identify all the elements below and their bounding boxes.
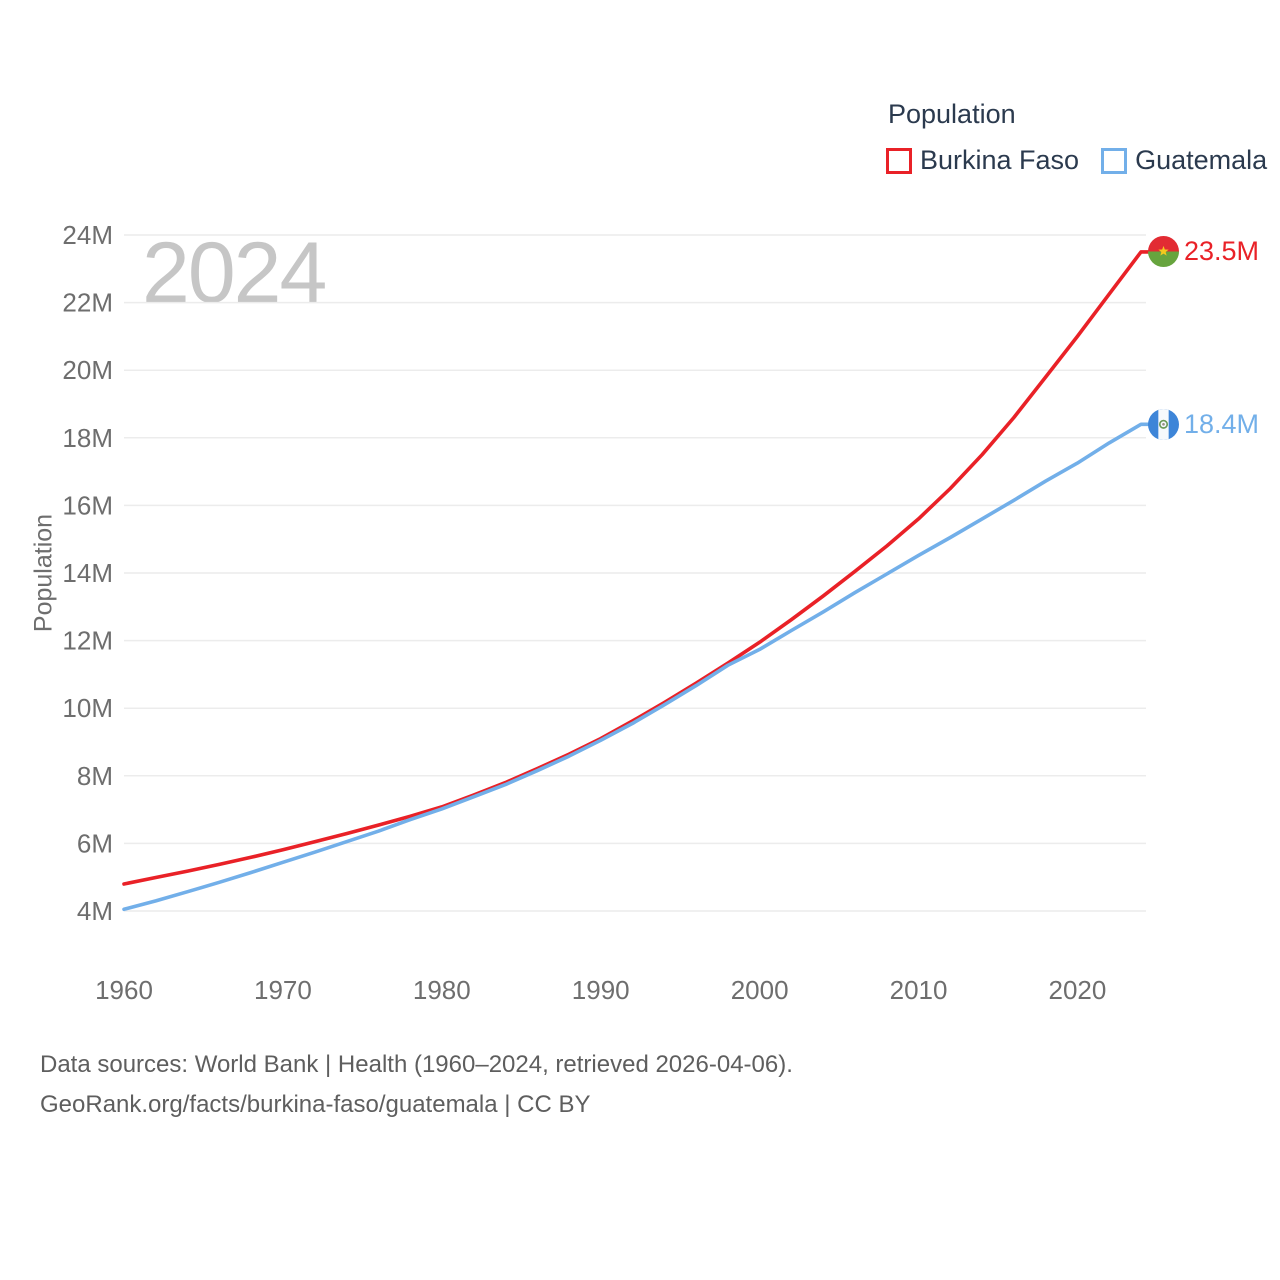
series-end-value-burkina-faso: 23.5M	[1184, 236, 1260, 267]
plot-area: 4M 6M 8M 10M 12M 14M 16M 18M 20M 22M 24M 1960 1970 19…	[62, 220, 1155, 1005]
y-tick-label: 10M	[62, 693, 113, 723]
y-tick-label: 16M	[62, 490, 113, 520]
x-tick-label: 1960	[95, 975, 153, 1005]
series-line-burkina-faso	[122, 250, 1155, 886]
y-tick-label: 8M	[77, 761, 113, 791]
guatemala-series-swatch	[1101, 147, 1128, 174]
legend-title: Population	[888, 99, 1016, 129]
georank-url-line: GeoRank.org/facts/burkina-faso/guatemala…	[40, 1091, 591, 1118]
x-tick-label: 2000	[731, 975, 789, 1005]
x-tick-label: 1990	[572, 975, 630, 1005]
y-tick-label: 20M	[62, 355, 113, 385]
y-tick-label: 6M	[77, 828, 113, 858]
data-sources-line: Data sources: World Bank | Health (1960–…	[40, 1051, 793, 1078]
y-tick-label: 18M	[62, 423, 113, 453]
source-attribution: Data sources: World Bank | Health (1960–…	[40, 1045, 793, 1125]
legend-item-guatemala[interactable]: Guatemala	[1101, 145, 1267, 176]
series-end-value-guatemala: 18.4M	[1184, 408, 1260, 439]
x-tick-label: 2020	[1049, 975, 1107, 1005]
series-line-guatemala	[122, 422, 1155, 912]
year-watermark: 2024	[142, 225, 327, 321]
guatemala-flag-icon	[1148, 408, 1179, 440]
y-tick-label: 22M	[62, 288, 113, 318]
x-tick-label: 1970	[254, 975, 312, 1005]
y-tick-label: 14M	[62, 558, 113, 588]
burkina-faso-series-swatch	[886, 147, 912, 174]
legend-items: Burkina Faso Guatemala	[886, 145, 1267, 176]
legend-item-burkina-faso[interactable]: Burkina Faso	[886, 145, 1079, 176]
burkina-faso-flag-icon	[1148, 236, 1179, 268]
legend-item-label: Burkina Faso	[920, 145, 1080, 175]
legend-item-label: Guatemala	[1135, 145, 1268, 175]
y-tick-label: 4M	[77, 896, 113, 926]
legend: Population Burkina Faso Guatemala	[886, 99, 1267, 176]
x-tick-label: 1980	[413, 975, 471, 1005]
series-end-marker-guatemala: 18.4M	[1148, 408, 1259, 440]
y-tick-label: 24M	[62, 220, 113, 250]
y-tick-label: 12M	[62, 626, 113, 656]
x-tick-label: 2010	[890, 975, 948, 1005]
series-end-marker-burkina-faso: 23.5M	[1148, 236, 1259, 268]
